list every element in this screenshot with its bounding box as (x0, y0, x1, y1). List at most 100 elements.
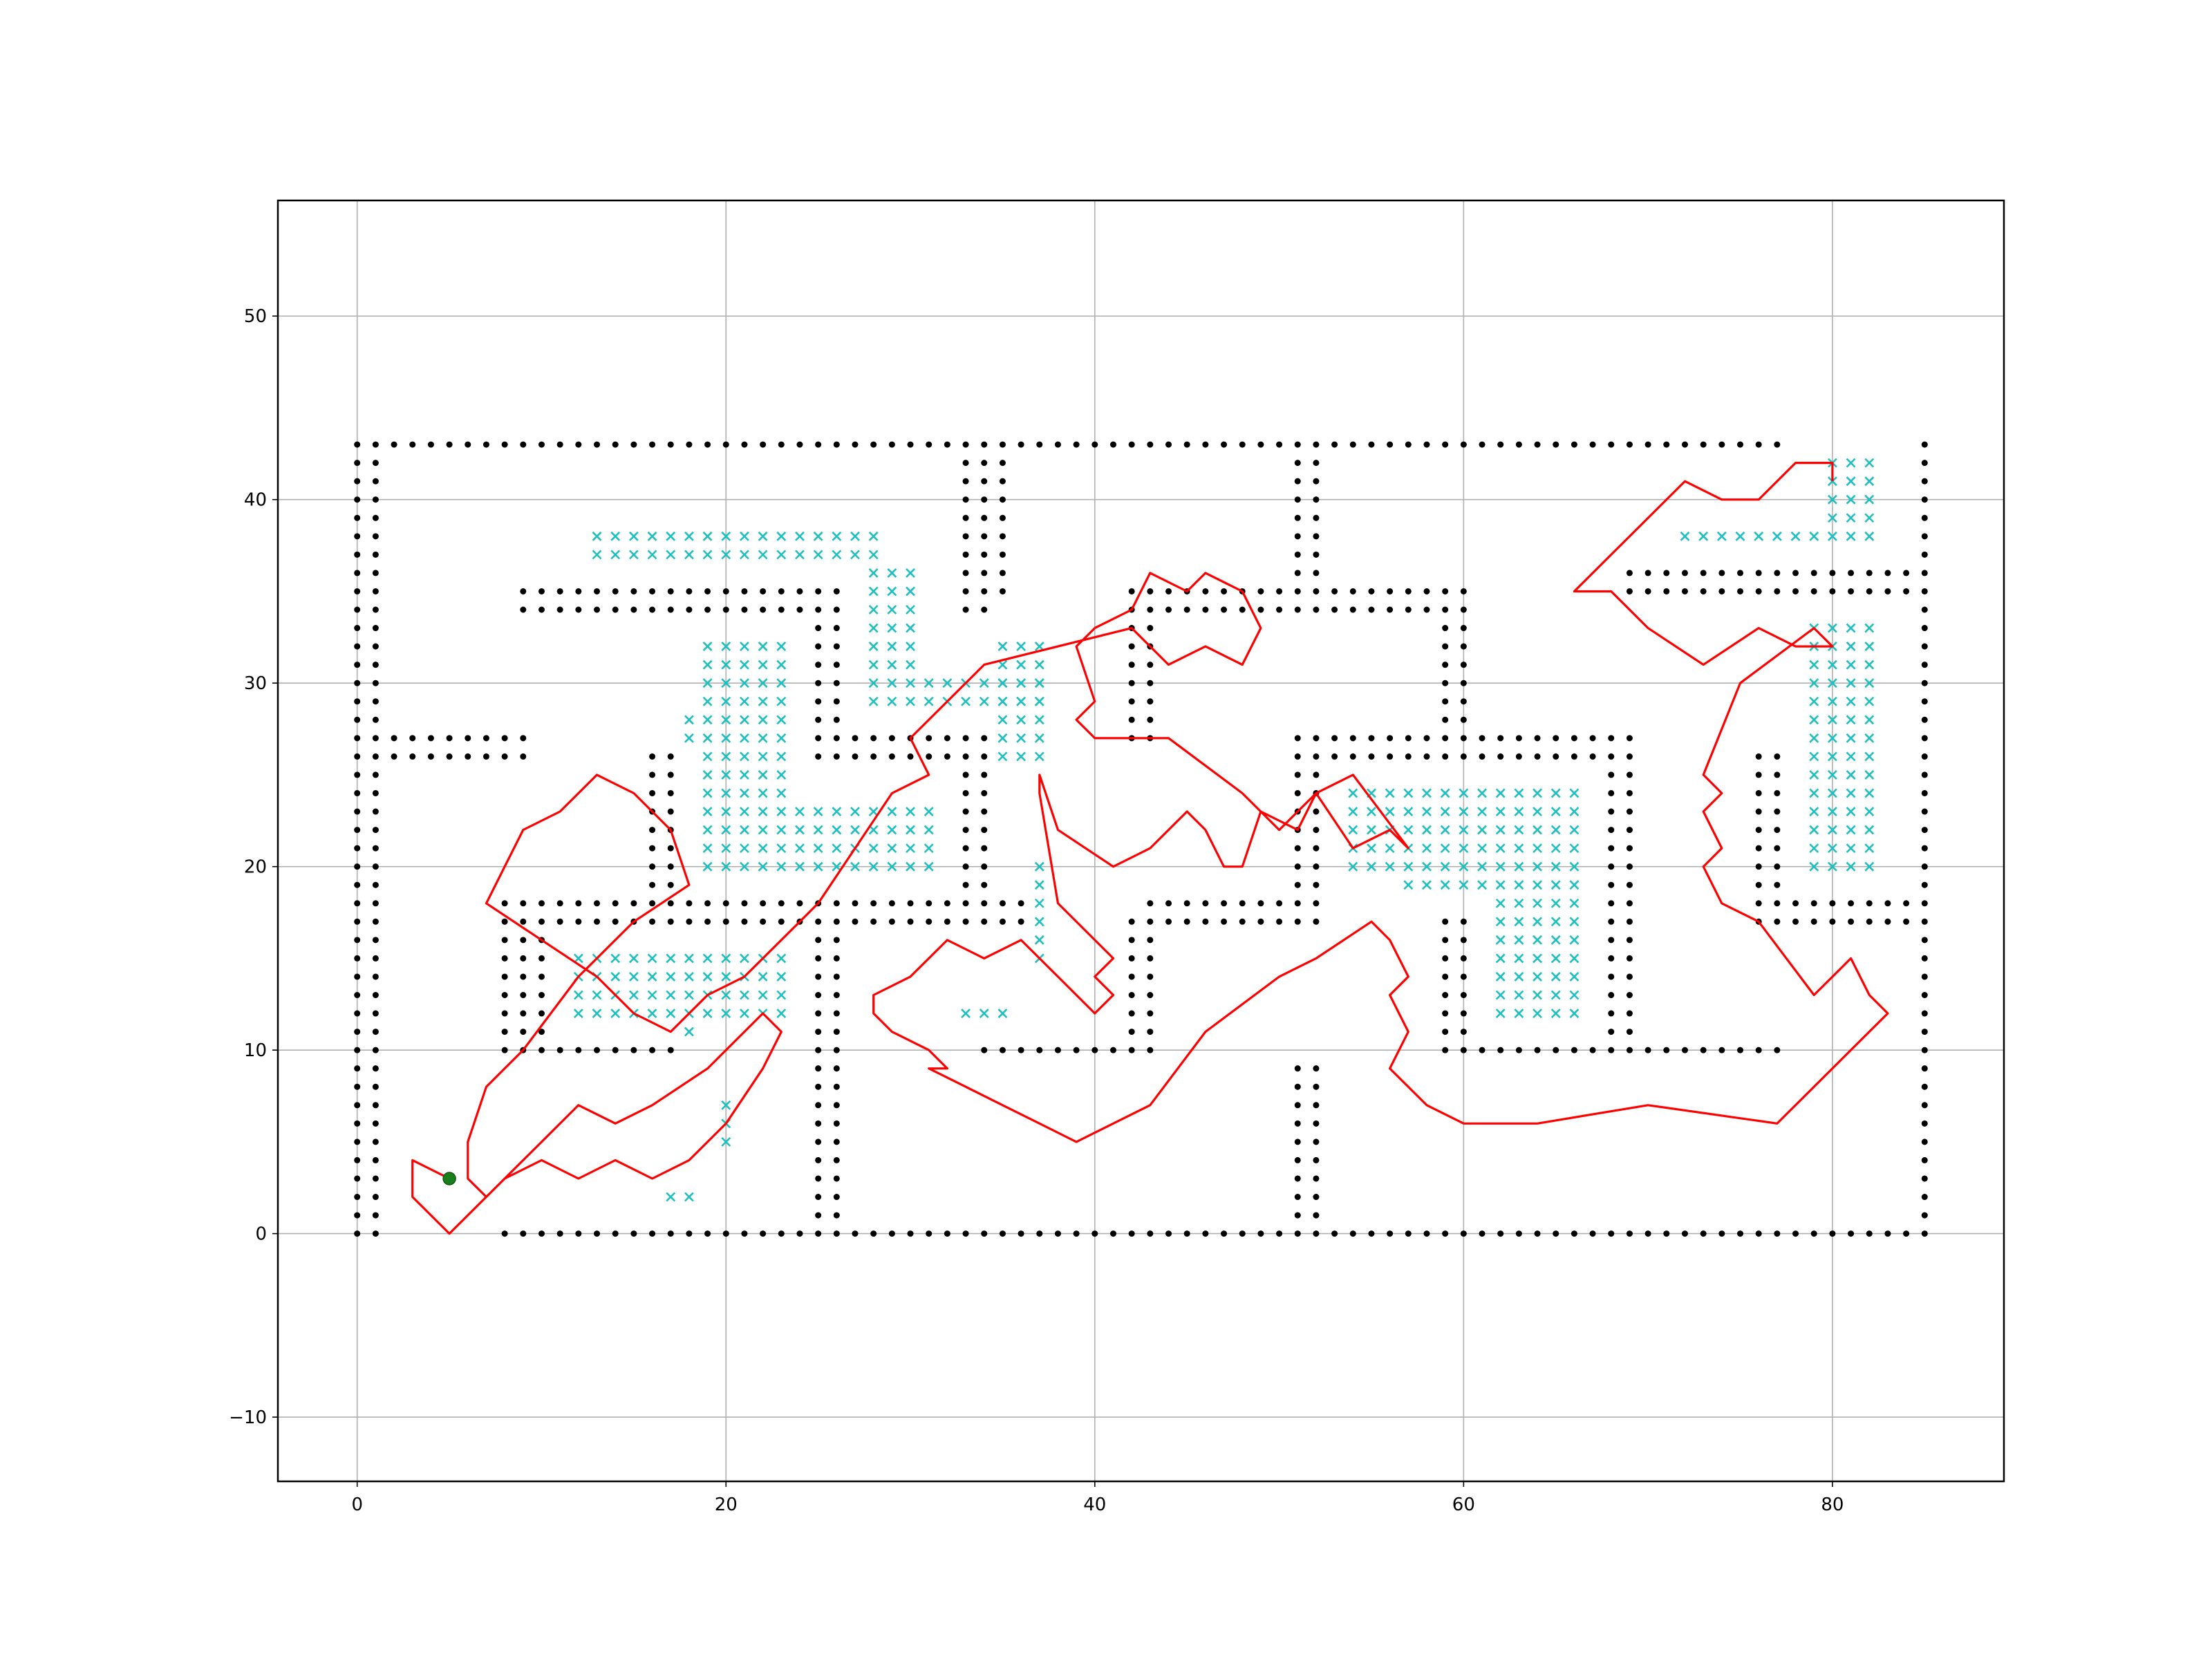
obstacle-point (354, 918, 361, 925)
visited-node-marker (850, 861, 860, 872)
visited-node-marker (592, 990, 602, 1000)
obstacle-point (391, 441, 397, 448)
obstacle-point (962, 441, 969, 448)
obstacle-point (1866, 900, 1873, 907)
visited-node-marker (721, 861, 731, 872)
obstacle-point (1442, 1029, 1449, 1035)
obstacle-point (852, 918, 859, 925)
visited-node-marker (1440, 788, 1450, 798)
visited-node-marker (740, 715, 749, 725)
obstacle-point (1608, 771, 1615, 778)
obstacle-point (372, 698, 379, 705)
obstacle-point (520, 753, 527, 760)
visited-node-marker (1533, 788, 1542, 798)
obstacle-point (944, 735, 950, 742)
visited-node-marker (924, 861, 934, 872)
obstacle-point (372, 918, 379, 925)
obstacle-point (1073, 1047, 1080, 1053)
obstacle-point (1165, 441, 1172, 448)
obstacle-point (1829, 900, 1836, 907)
visited-node-marker (1827, 733, 1837, 743)
y-tick-label: 40 (244, 490, 267, 511)
obstacle-point (1774, 845, 1781, 852)
visited-node-marker (776, 1009, 787, 1018)
obstacle-point (1626, 918, 1633, 925)
obstacle-point (1921, 918, 1928, 925)
visited-node-marker (1569, 972, 1580, 982)
obstacle-point (1442, 679, 1449, 686)
visited-node-marker (868, 807, 879, 816)
obstacle-point (1644, 588, 1651, 594)
visited-node-marker (1533, 898, 1542, 908)
obstacle-point (833, 1156, 840, 1163)
obstacle-point (354, 1083, 361, 1090)
obstacle-point (667, 753, 674, 760)
obstacle-point (354, 973, 361, 980)
obstacle-point (354, 863, 361, 870)
visited-node-marker (1034, 935, 1044, 945)
visited-node-marker (1348, 788, 1358, 798)
visited-node-marker (1348, 807, 1358, 816)
obstacle-point (354, 991, 361, 998)
visited-node-marker (1459, 825, 1469, 835)
obstacle-point (815, 735, 822, 742)
obstacle-point (907, 753, 914, 760)
obstacle-point (686, 918, 693, 925)
obstacle-point (1313, 845, 1320, 852)
obstacle-point (372, 1120, 379, 1127)
obstacle-point (1663, 1047, 1670, 1053)
visited-node-marker (1495, 917, 1506, 927)
visited-node-marker (758, 788, 768, 798)
obstacle-point (1442, 1047, 1449, 1053)
obstacle-point (446, 735, 453, 742)
visited-node-marker (740, 550, 749, 560)
visited-node-marker (813, 825, 823, 835)
obstacle-point (1903, 570, 1910, 577)
obstacle-point (667, 588, 674, 594)
visited-node-marker (1550, 917, 1561, 927)
visited-node-marker (1440, 843, 1450, 854)
visited-node-marker (1864, 770, 1875, 780)
obstacle-point (888, 441, 895, 448)
obstacle-point (427, 735, 434, 742)
obstacle-point (372, 1175, 379, 1182)
obstacle-point (520, 937, 527, 944)
visited-node-marker (1016, 751, 1027, 762)
obstacle-point (1608, 900, 1615, 907)
obstacle-point (538, 955, 545, 962)
obstacle-point (372, 881, 379, 888)
obstacle-point (501, 937, 508, 944)
visited-node-marker (776, 715, 787, 725)
obstacle-point (1128, 588, 1135, 594)
obstacle-point (667, 881, 674, 888)
obstacle-point (501, 1047, 508, 1053)
visited-node-marker (1422, 843, 1432, 854)
obstacle-point (1718, 570, 1725, 577)
obstacle-point (372, 496, 379, 503)
visited-node-marker (684, 953, 694, 964)
obstacle-point (1460, 753, 1467, 760)
visited-node-marker (1809, 696, 1819, 706)
obstacle-point (778, 1230, 785, 1237)
obstacle-point (1571, 1230, 1577, 1237)
visited-node-marker (906, 678, 915, 688)
obstacle-point (999, 570, 1006, 577)
obstacle-point (1460, 441, 1467, 448)
obstacle-point (704, 1230, 711, 1237)
obstacle-point (1921, 441, 1928, 448)
visited-node-marker (758, 641, 768, 652)
obstacle-point (1755, 1047, 1762, 1053)
obstacle-point (372, 808, 379, 815)
obstacle-point (1239, 900, 1246, 907)
visited-node-marker (758, 531, 768, 541)
visited-node-marker (684, 1192, 694, 1202)
visited-node-marker (1514, 807, 1524, 816)
obstacle-point (1018, 1230, 1024, 1237)
visited-node-marker (1569, 990, 1580, 1000)
visited-node-marker (832, 843, 842, 854)
visited-node-marker (702, 770, 713, 780)
obstacle-point (962, 533, 969, 540)
visited-node-marker (924, 807, 934, 816)
visited-node-marker (610, 531, 621, 541)
obstacle-point (870, 441, 877, 448)
